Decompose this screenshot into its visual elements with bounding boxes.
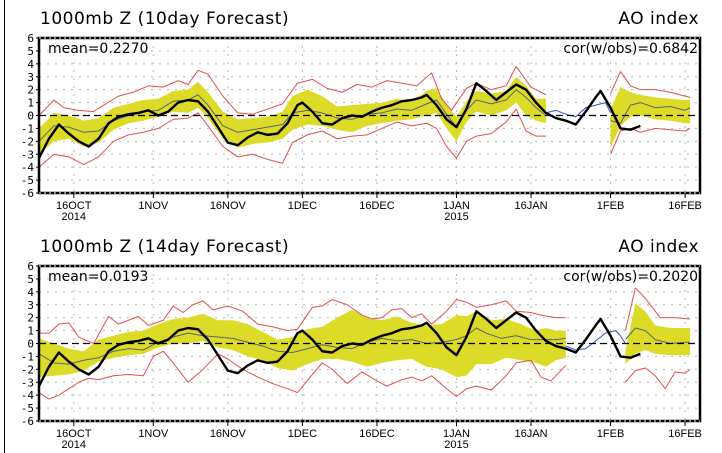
grid [39, 38, 700, 193]
y-tick-label: 6 [27, 260, 34, 273]
panel-title: 1000mb Z (14day Forecast) [40, 237, 289, 257]
y-tick-label: 0 [27, 338, 34, 351]
y-tick-label: -2 [21, 135, 34, 148]
x-tick-label: 1NOV [138, 200, 169, 212]
y-tick-label: -4 [21, 161, 35, 174]
x-tick-label: 16NOV [210, 428, 247, 440]
spread-band-area [625, 303, 691, 365]
x-tick-label: 16DEC [359, 200, 395, 212]
x-tick-year-label: 2015 [444, 439, 468, 451]
y-tick-label: 2 [27, 312, 34, 325]
series-line [610, 127, 691, 155]
series-lower-bound [38, 108, 691, 168]
series-line [38, 327, 566, 365]
spread-band-area [610, 87, 691, 148]
x-tick-label: 1DEC [288, 200, 317, 212]
y-tick-label: -6 [21, 415, 34, 428]
y-tick-label: -4 [21, 389, 35, 402]
series-line [545, 102, 611, 118]
correlation-annotation: cor(w/obs)=0.2020 [563, 269, 698, 285]
x-tick-label: 16FEB [668, 428, 702, 440]
x-tick-label: 16DEC [359, 428, 395, 440]
series-line [624, 287, 691, 331]
series-line [625, 367, 691, 390]
panel-right-title: AO index [618, 237, 699, 257]
x-tick-year-label: 2014 [62, 439, 86, 451]
x-tick-label: 16JAN [515, 428, 548, 440]
y-tick-label: -6 [21, 187, 34, 200]
mean-annotation: mean=0.0193 [48, 269, 148, 285]
panel-title: 1000mb Z (10day Forecast) [40, 9, 289, 29]
x-tick-label: 1NOV [138, 428, 169, 440]
x-tick-label: 16OCT [56, 200, 92, 212]
panel-right-title: AO index [618, 9, 699, 29]
x-tick-year-label: 2014 [62, 211, 86, 223]
x-tick-label: 1JAN [443, 428, 470, 440]
x-tick-label: 16JAN [515, 200, 548, 212]
window-left-border [4, 0, 5, 453]
series-verification-blue- [545, 102, 611, 118]
x-tick-label: 16NOV [210, 200, 247, 212]
y-tick-label: 5 [27, 45, 34, 58]
series-observed-ao [37, 82, 641, 159]
series-line [625, 327, 691, 344]
y-tick-label: -3 [21, 376, 34, 389]
y-tick-label: 5 [27, 273, 34, 286]
spread-band-area [39, 309, 566, 378]
x-tick-label: 16FEB [668, 200, 702, 212]
series-line [39, 299, 566, 344]
y-tick-label: 3 [27, 71, 34, 84]
series-line [38, 350, 567, 400]
panel-14day-forecast: 1000mb Z (14day Forecast) AO index 65432… [21, 237, 702, 451]
x-tick-label: 1DEC [288, 428, 317, 440]
mean-annotation: mean=0.2270 [48, 41, 148, 57]
x-tick-label: 1JAN [443, 200, 470, 212]
series-line [38, 65, 547, 116]
correlation-annotation: cor(w/obs)=0.6842 [563, 41, 698, 57]
series-line [37, 82, 641, 159]
y-tick-label: -1 [21, 122, 34, 135]
series-line [38, 108, 546, 168]
y-tick-label: 1 [27, 97, 34, 110]
series-upper-bound [38, 65, 691, 116]
series-line [610, 71, 691, 98]
y-tick-label: 4 [27, 286, 34, 299]
series-line [610, 102, 691, 124]
y-tick-label: 2 [27, 84, 34, 97]
y-tick-label: -3 [21, 148, 34, 161]
y-tick-label: -2 [21, 363, 34, 376]
y-tick-label: 1 [27, 325, 34, 338]
spread-band [39, 303, 691, 378]
y-tick-label: -5 [21, 174, 34, 187]
series-line [37, 310, 641, 387]
x-tick-year-label: 2015 [444, 211, 468, 223]
series-upper-bound [39, 287, 691, 344]
y-tick-label: 3 [27, 299, 34, 312]
y-tick-label: -5 [21, 402, 34, 415]
series-observed-ao [37, 310, 641, 387]
panel-10day-forecast: 1000mb Z (10day Forecast) AO index 65432… [21, 9, 702, 223]
y-tick-label: 0 [27, 110, 34, 123]
grid [39, 266, 700, 421]
x-tick-label: 1FEB [597, 428, 625, 440]
series-ensemble-mean-forecast [38, 327, 691, 365]
y-tick-label: 6 [27, 32, 34, 45]
x-tick-label: 16OCT [56, 428, 92, 440]
x-tick-label: 1FEB [597, 200, 625, 212]
series-lower-bound [38, 350, 691, 400]
y-tick-label: -1 [21, 350, 34, 363]
y-tick-label: 4 [27, 58, 34, 71]
